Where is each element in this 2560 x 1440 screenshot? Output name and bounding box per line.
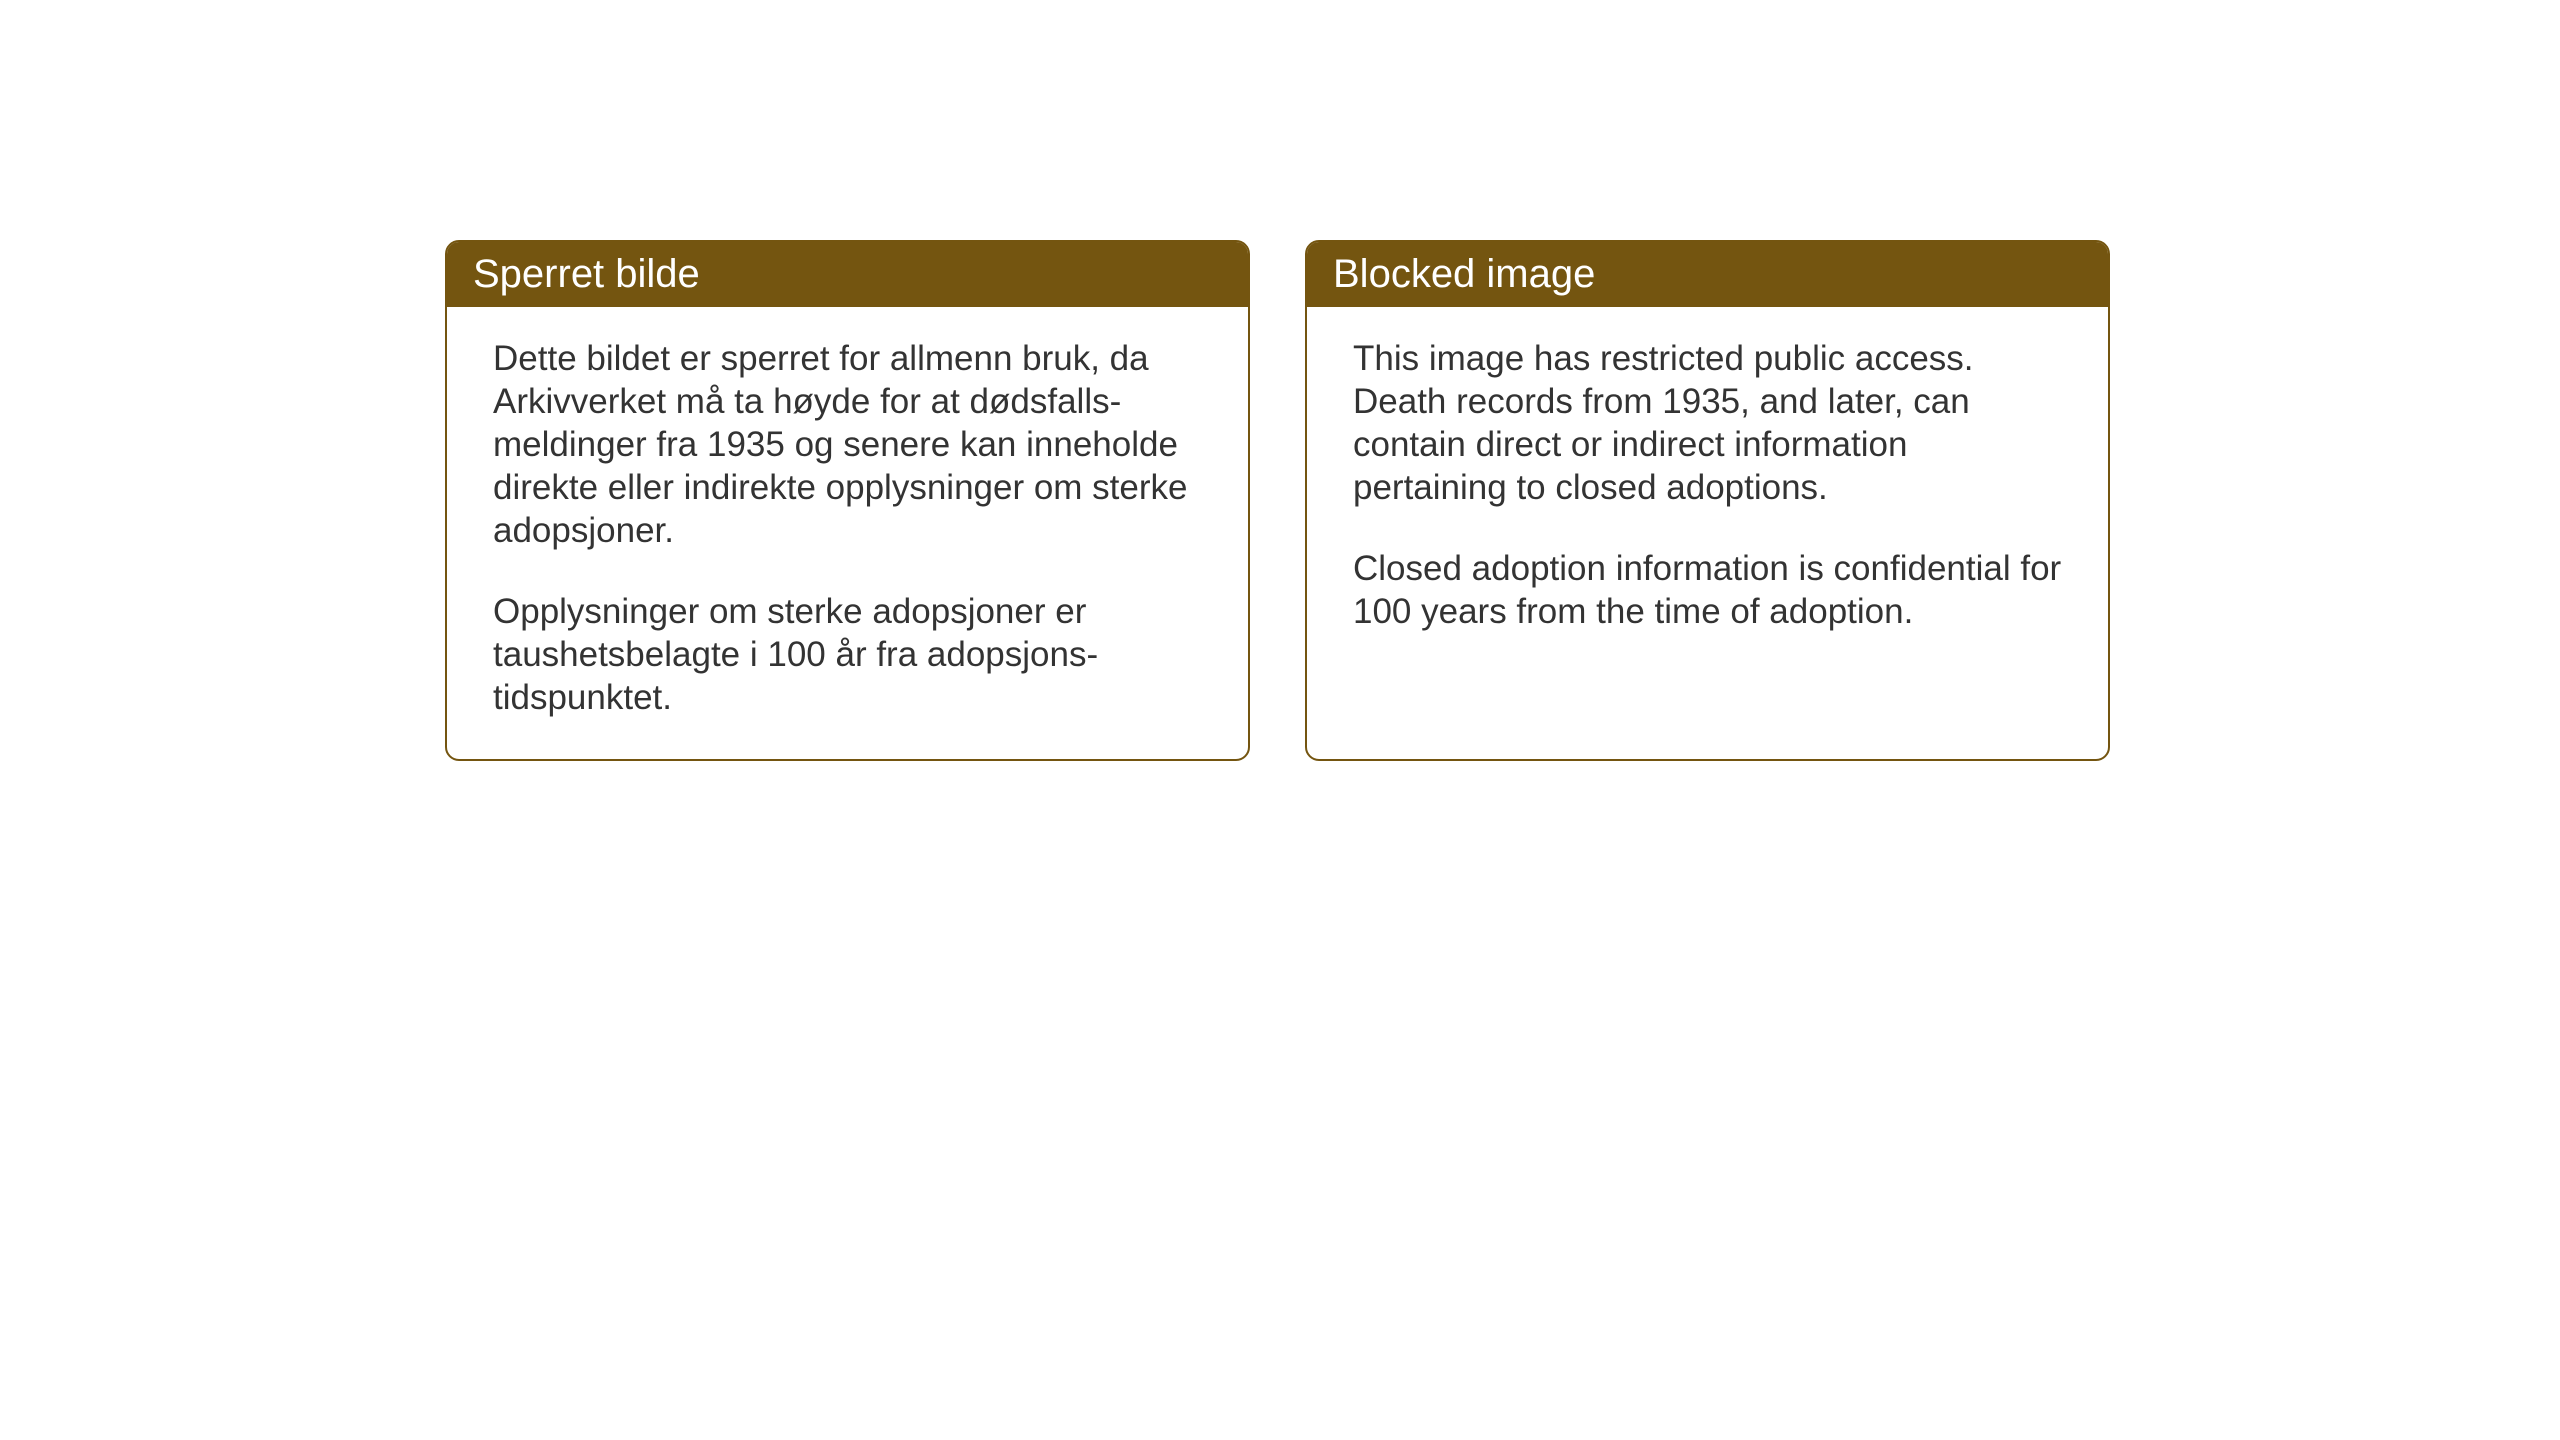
card-english-paragraph-1: This image has restricted public access.…	[1353, 337, 2062, 509]
card-norwegian-header: Sperret bilde	[447, 242, 1248, 307]
card-english-paragraph-2: Closed adoption information is confident…	[1353, 547, 2062, 633]
card-norwegian-paragraph-1: Dette bildet er sperret for allmenn bruk…	[493, 337, 1202, 552]
card-norwegian-body: Dette bildet er sperret for allmenn bruk…	[447, 307, 1248, 759]
card-english: Blocked image This image has restricted …	[1305, 240, 2110, 761]
card-norwegian-paragraph-2: Opplysninger om sterke adopsjoner er tau…	[493, 590, 1202, 719]
notice-cards-container: Sperret bilde Dette bildet er sperret fo…	[445, 240, 2110, 761]
card-norwegian: Sperret bilde Dette bildet er sperret fo…	[445, 240, 1250, 761]
card-english-body: This image has restricted public access.…	[1307, 307, 2108, 747]
card-english-title: Blocked image	[1333, 252, 1595, 296]
card-english-header: Blocked image	[1307, 242, 2108, 307]
card-norwegian-title: Sperret bilde	[473, 252, 700, 296]
